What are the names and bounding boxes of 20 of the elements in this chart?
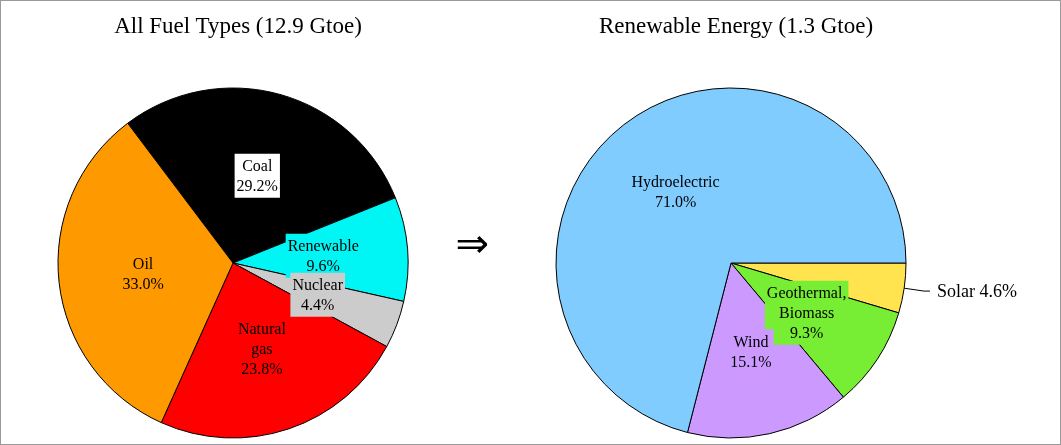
data-label: 4.4% bbox=[301, 296, 335, 314]
chart-title: Renewable Energy (1.3 Gtoe) bbox=[598, 13, 874, 38]
data-label: 23.8% bbox=[241, 360, 283, 378]
text: ⇒ bbox=[455, 220, 489, 266]
slice-label: Geothermal, Biomass bbox=[766, 284, 847, 322]
slice-label: Hydroelectric bbox=[631, 172, 720, 191]
slice-label: Oil bbox=[132, 254, 154, 272]
slice-label: Nuclear bbox=[292, 276, 344, 294]
data-label: 29.2% bbox=[236, 177, 278, 195]
slice-label: Natural gas bbox=[237, 320, 287, 359]
data-label: 33.0% bbox=[122, 274, 164, 292]
chart-title: All Fuel Types (12.9 Gtoe) bbox=[114, 13, 362, 38]
data-label: 15.1% bbox=[730, 352, 772, 370]
slice-label: Wind bbox=[733, 332, 769, 350]
data-label: 9.3% bbox=[789, 324, 824, 342]
slice-label: Solar 4.6% bbox=[936, 281, 1017, 302]
data-label: 71.0% bbox=[654, 192, 697, 210]
slice-label: Renewable bbox=[287, 237, 359, 255]
data-label: 9.6% bbox=[306, 257, 340, 275]
slice-label: Coal bbox=[242, 157, 273, 175]
